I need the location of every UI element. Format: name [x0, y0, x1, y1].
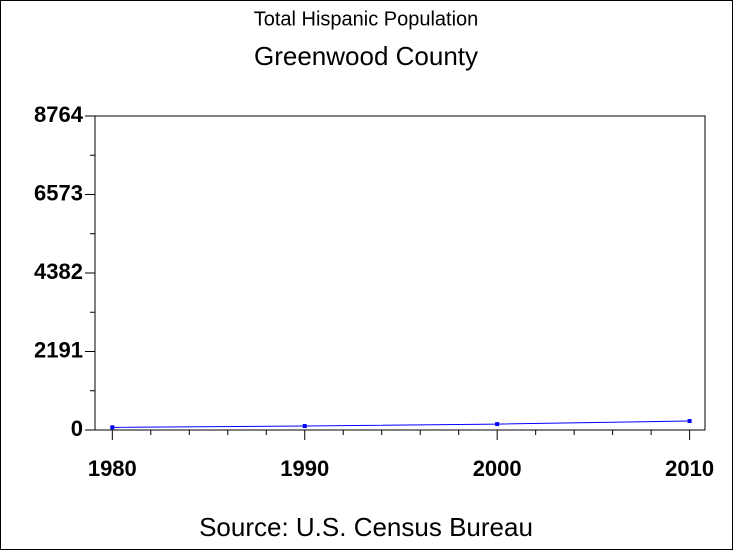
data-point [110, 425, 115, 430]
chart-subtitle: Greenwood County [254, 41, 478, 71]
y-tick-label: 2191 [34, 337, 83, 362]
chart-title: Total Hispanic Population [254, 8, 479, 30]
data-point [495, 422, 500, 427]
y-tick-label: 6573 [34, 180, 83, 205]
y-tick-label: 0 [71, 416, 83, 441]
x-tick-label: 1980 [88, 456, 137, 481]
data-point [302, 424, 307, 429]
series-line [112, 420, 690, 428]
x-tick-label: 2000 [473, 456, 522, 481]
y-tick-label: 4382 [34, 259, 83, 284]
y-tick-label: 8764 [34, 102, 84, 127]
data-point [687, 419, 692, 424]
x-tick-label: 1990 [280, 456, 329, 481]
source-note: Source: U.S. Census Bureau [199, 512, 533, 542]
x-tick-label: 2010 [665, 456, 714, 481]
